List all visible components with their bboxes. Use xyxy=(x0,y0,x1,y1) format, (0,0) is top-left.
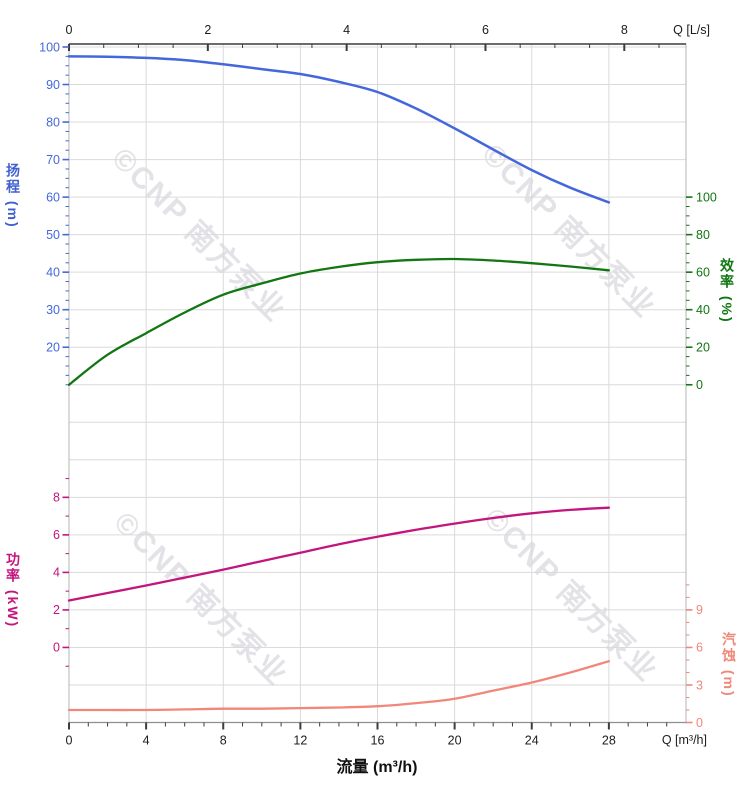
efficiency-tick-label: 80 xyxy=(696,228,710,242)
npsh-tick-label: 3 xyxy=(696,678,703,692)
efficiency-tick-label: 40 xyxy=(696,303,710,317)
top-axis-tick-label: 0 xyxy=(66,23,73,37)
head-tick-label: 100 xyxy=(39,40,60,54)
efficiency-axis-title: 效率 (%) xyxy=(719,258,735,324)
watermark-layer: ©CNP 南方泵业 ©CNP 南方泵业©CNP 南方泵业 ©CNP 南方泵业 xyxy=(105,137,665,693)
power-axis-title: 功率 (kW) xyxy=(5,552,21,629)
head-tick-label: 80 xyxy=(46,115,60,129)
power-tick-label: 2 xyxy=(53,603,60,617)
bottom-axis-unit-label: Q [m³/h] xyxy=(661,733,707,747)
head-axis-title: 扬程 (m) xyxy=(5,163,21,229)
watermark-text: ©CNP 南方泵业 xyxy=(477,501,665,689)
curve-efficiency xyxy=(67,257,611,386)
head-tick-label: 90 xyxy=(46,78,60,92)
head-tick-label: 50 xyxy=(46,228,60,242)
watermark-text: ©CNP 南方泵业 xyxy=(475,137,663,325)
curve-head xyxy=(67,55,611,204)
curve-npsh xyxy=(67,660,611,712)
bottom-axis-tick-label: 8 xyxy=(220,734,227,748)
bottom-axis-tick-label: 20 xyxy=(448,734,462,748)
bottom-axis-tick-label: 16 xyxy=(371,734,385,748)
power-tick-label: 4 xyxy=(53,566,60,580)
efficiency-tick-label: 60 xyxy=(696,265,710,279)
head-tick-label: 70 xyxy=(46,153,60,167)
bottom-axis-tick-label: 28 xyxy=(602,734,616,748)
x-axis-title: 流量 (m³/h) xyxy=(336,759,418,776)
npsh-axis: 9 6 3 0 xyxy=(686,584,703,730)
power-tick-label: 8 xyxy=(53,491,60,505)
efficiency-axis: 100 80 60 40 20 0 xyxy=(686,190,717,392)
efficiency-tick-label: 0 xyxy=(696,378,703,392)
top-axis-tick-label: 2 xyxy=(204,23,211,37)
npsh-axis-title: 汽蚀 (m) xyxy=(721,632,737,698)
power-axis: 8 6 4 2 0 xyxy=(53,478,69,667)
efficiency-tick-label: 100 xyxy=(696,190,717,204)
npsh-tick-label: 6 xyxy=(696,641,703,655)
axis-layer: 0 2 4 6 80 4 8 12 16 20 24 28 xyxy=(66,23,686,748)
head-tick-label: 20 xyxy=(46,341,60,355)
bottom-axis-tick-label: 0 xyxy=(66,734,73,748)
head-tick-label: 30 xyxy=(46,303,60,317)
power-tick-label: 0 xyxy=(53,641,60,655)
head-tick-label: 40 xyxy=(46,265,60,279)
efficiency-tick-label: 20 xyxy=(696,341,710,355)
npsh-tick-label: 0 xyxy=(696,716,703,730)
head-axis: 100 90 80 70 60 50 40 30 20 xyxy=(39,40,69,386)
curve-power xyxy=(67,506,611,602)
watermark-text: ©CNP 南方泵业 xyxy=(107,505,295,693)
power-tick-label: 6 xyxy=(53,528,60,542)
top-axis-tick-label: 6 xyxy=(482,23,489,37)
bottom-axis-tick-label: 24 xyxy=(525,734,539,748)
top-axis-unit-label: Q [L/s] xyxy=(673,23,710,37)
grid-layer xyxy=(69,44,686,724)
head-tick-label: 60 xyxy=(46,190,60,204)
top-axis-tick-label: 8 xyxy=(621,23,628,37)
top-axis-tick-label: 4 xyxy=(343,23,350,37)
npsh-tick-label: 9 xyxy=(696,603,703,617)
bottom-axis-tick-label: 12 xyxy=(293,734,307,748)
bottom-axis-tick-label: 4 xyxy=(143,734,150,748)
